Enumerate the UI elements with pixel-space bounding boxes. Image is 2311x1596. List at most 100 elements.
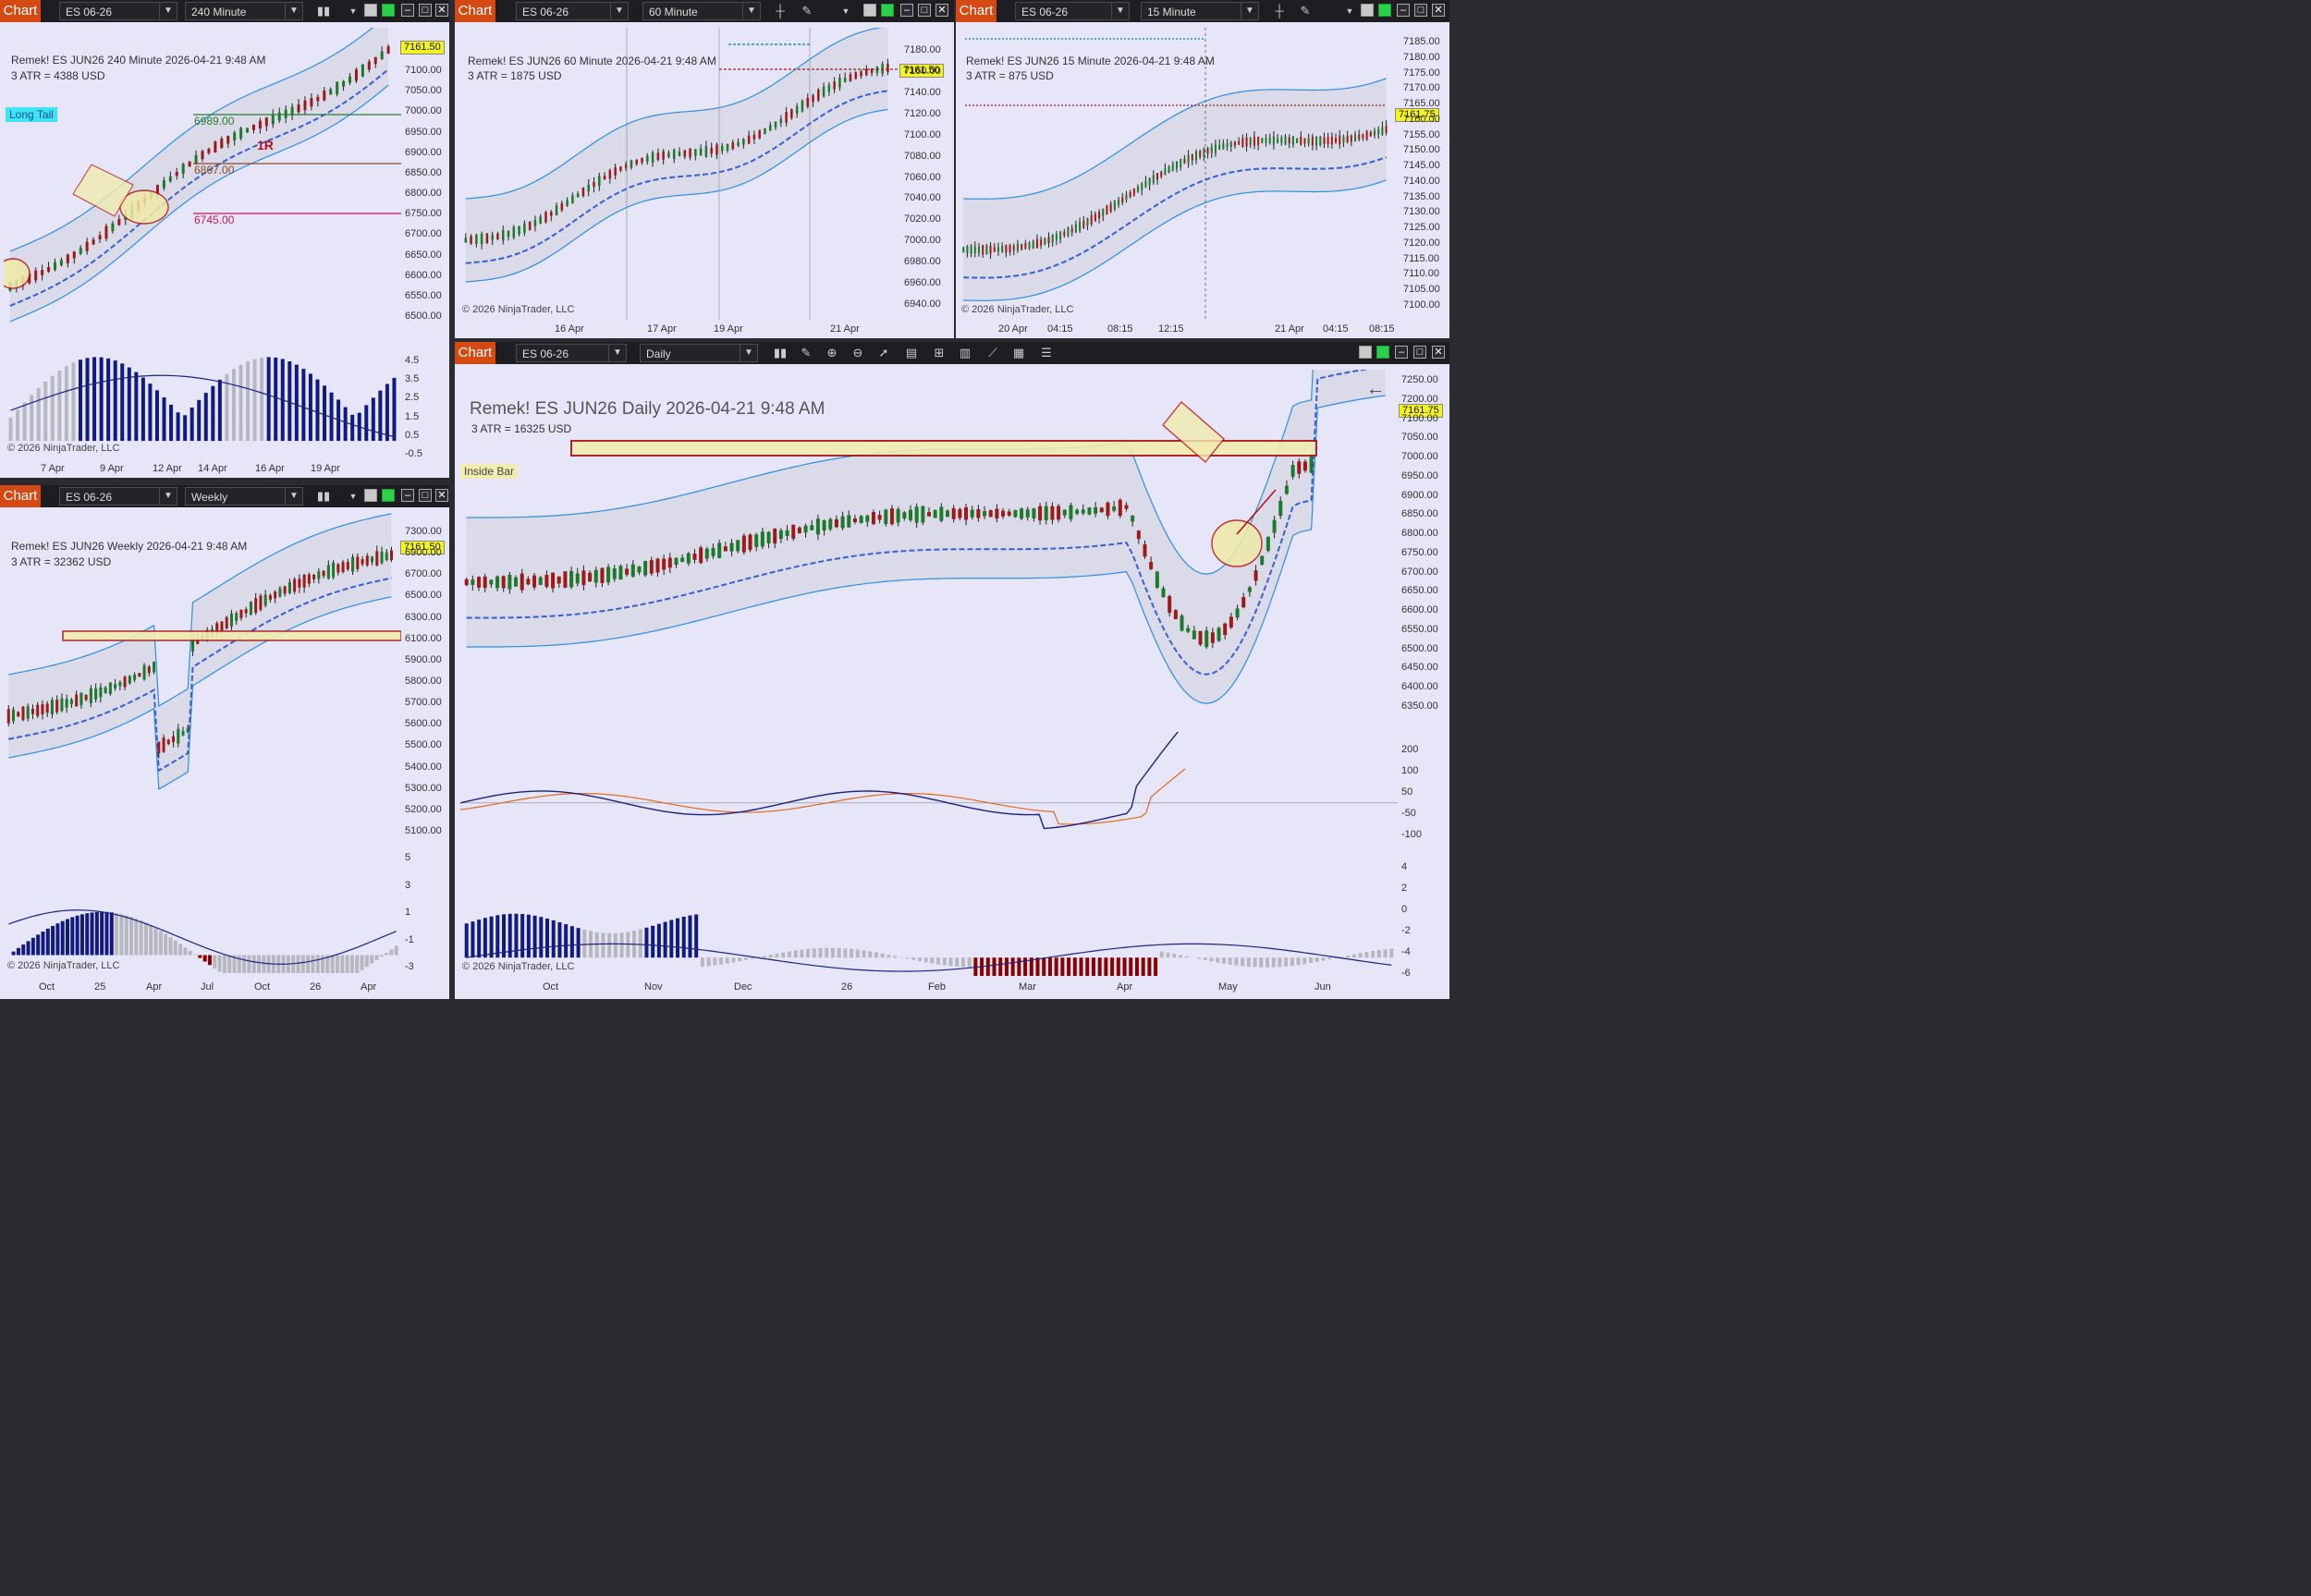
chevron-down-icon[interactable]: ▼ (348, 492, 358, 501)
oscillator-panel-2[interactable] (460, 854, 1398, 976)
candle-body (1217, 627, 1221, 641)
price-panel[interactable] (460, 28, 899, 320)
chevron-down-icon[interactable]: ▼ (742, 3, 760, 19)
minimize-button[interactable]: – (1395, 346, 1408, 359)
candle-body (104, 225, 108, 239)
link-color-button[interactable] (1361, 4, 1374, 17)
zoom-out-icon[interactable]: ⊖ (852, 346, 863, 359)
chart-menu-button[interactable]: Chart (455, 0, 495, 22)
candle-body (1098, 212, 1101, 219)
histogram-bar (294, 364, 299, 442)
back-arrow-icon[interactable]: ← (1366, 379, 1385, 399)
price-panel[interactable] (960, 28, 1394, 320)
pencil-icon[interactable]: ✎ (801, 4, 813, 18)
timeframe-selector[interactable]: 60 Minute ▼ (642, 2, 761, 20)
bar-type-icon[interactable]: ▮▮ (316, 489, 331, 503)
timeframe-selector[interactable]: 240 Minute ▼ (185, 2, 303, 20)
minimize-button[interactable]: – (401, 4, 414, 17)
indicators-icon[interactable]: ▥ (959, 346, 972, 359)
chevron-down-icon[interactable]: ▼ (159, 488, 177, 505)
chevron-down-icon[interactable]: ▼ (285, 488, 302, 505)
link-color-button[interactable] (1359, 346, 1372, 359)
maximize-button[interactable]: □ (918, 4, 931, 17)
histogram-bar (507, 913, 512, 958)
bar-type-icon[interactable]: ▮▮ (316, 4, 331, 18)
link-instrument-button[interactable] (1378, 4, 1391, 17)
link-instrument-button[interactable] (382, 4, 395, 17)
level-label-1: 6989.00 (194, 115, 235, 128)
minimize-button[interactable]: – (900, 4, 913, 17)
oscillator-panel-1[interactable] (460, 732, 1398, 850)
close-button[interactable]: ✕ (1432, 346, 1445, 359)
bar-type-icon[interactable]: ┼ (1275, 4, 1284, 18)
chevron-down-icon[interactable]: ▼ (348, 6, 358, 16)
minimize-button[interactable]: – (401, 489, 414, 502)
instrument-selector[interactable]: ES 06-26 ▼ (59, 487, 177, 506)
link-instrument-button[interactable] (382, 489, 395, 502)
oscillator-panel[interactable] (4, 342, 401, 458)
link-color-button[interactable] (863, 4, 876, 17)
instrument-selector[interactable]: ES 06-26 ▼ (59, 2, 177, 20)
link-color-button[interactable] (364, 489, 377, 502)
chevron-down-icon[interactable]: ▼ (608, 345, 626, 361)
chart-menu-button[interactable]: Chart (0, 485, 41, 507)
cursor-icon[interactable]: ➚ (878, 346, 889, 359)
timeframe-selector[interactable]: Daily ▼ (640, 344, 758, 362)
histogram-bar (385, 953, 389, 956)
data-box-icon[interactable]: ▤ (905, 346, 918, 359)
chevron-down-icon[interactable]: ▼ (740, 345, 757, 361)
close-button[interactable]: ✕ (1432, 4, 1445, 17)
pencil-icon[interactable]: ✎ (1300, 4, 1311, 18)
link-instrument-button[interactable] (1376, 346, 1389, 359)
zoom-in-icon[interactable]: ⊕ (826, 346, 838, 359)
oscillator-panel[interactable] (4, 853, 401, 973)
templates-icon[interactable]: ▦ (1012, 346, 1025, 359)
properties-icon[interactable]: ⊞ (934, 346, 945, 359)
candle-body (220, 138, 224, 149)
chart-menu-button[interactable]: Chart (455, 342, 495, 364)
histogram-bar (364, 955, 369, 968)
level-label-3: 6745.00 (194, 213, 235, 226)
maximize-button[interactable]: □ (1414, 4, 1427, 17)
maximize-button[interactable]: □ (419, 489, 432, 502)
candle-body (1136, 530, 1141, 540)
price-panel[interactable] (460, 370, 1398, 728)
close-button[interactable]: ✕ (435, 489, 448, 502)
bar-type-icon[interactable]: ┼ (776, 4, 785, 18)
instrument-selector[interactable]: ES 06-26 ▼ (516, 2, 629, 20)
link-color-button[interactable] (364, 4, 377, 17)
chevron-down-icon[interactable]: ▼ (1345, 6, 1354, 16)
maximize-button[interactable]: □ (1413, 346, 1426, 359)
minimize-button[interactable]: – (1397, 4, 1410, 17)
instrument-selector[interactable]: ES 06-26 ▼ (1015, 2, 1130, 20)
price-panel[interactable] (4, 513, 401, 847)
price-panel[interactable] (4, 28, 401, 337)
pencil-icon[interactable]: ✎ (801, 346, 812, 359)
instrument-selector[interactable]: ES 06-26 ▼ (516, 344, 627, 362)
link-instrument-button[interactable] (881, 4, 894, 17)
chevron-down-icon[interactable]: ▼ (1111, 3, 1129, 19)
chevron-down-icon[interactable]: ▼ (285, 3, 302, 19)
chevron-down-icon[interactable]: ▼ (841, 6, 850, 16)
histogram-bar (545, 918, 550, 958)
candle-body (514, 577, 519, 587)
chart-menu-button[interactable]: Chart (956, 0, 997, 22)
chart-menu-button[interactable]: Chart (0, 0, 41, 22)
chevron-down-icon[interactable]: ▼ (159, 3, 177, 19)
timeframe-selector[interactable]: 15 Minute ▼ (1141, 2, 1259, 20)
close-button[interactable]: ✕ (435, 4, 448, 17)
timeframe-selector[interactable]: Weekly ▼ (185, 487, 303, 506)
oscillator-plot (8, 357, 397, 442)
bar-type-icon[interactable]: ▮▮ (773, 346, 788, 359)
strategies-icon[interactable]: ⟋ (988, 346, 997, 359)
chevron-down-icon[interactable]: ▼ (610, 3, 628, 19)
histogram-bar (85, 913, 90, 956)
chart-toolbar: Chart ES 06-26 ▼ Weekly ▼ ▮▮ ▼ – □ ✕ (0, 485, 449, 507)
list-icon[interactable]: ☰ (1041, 346, 1052, 359)
close-button[interactable]: ✕ (935, 4, 948, 17)
copyright: © 2026 NinjaTrader, LLC (961, 304, 1074, 315)
y-tick-label: 7165.00 (1403, 98, 1440, 110)
histogram-bar (70, 917, 75, 956)
chevron-down-icon[interactable]: ▼ (1241, 3, 1258, 19)
maximize-button[interactable]: □ (419, 4, 432, 17)
